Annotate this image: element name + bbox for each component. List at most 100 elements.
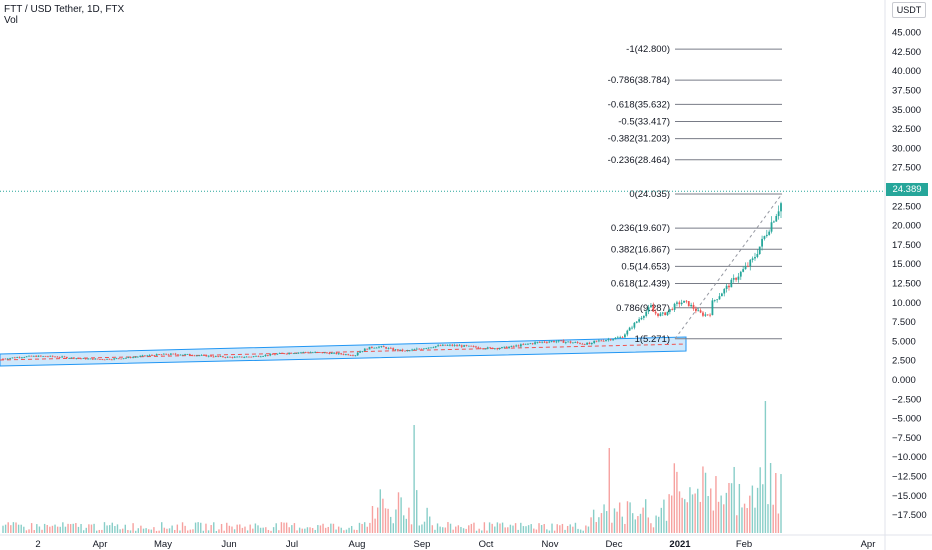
volume-bar xyxy=(634,519,636,533)
candle-body xyxy=(678,302,681,305)
candle-body xyxy=(697,310,700,312)
candle-body xyxy=(264,354,267,357)
volume-bar xyxy=(637,516,639,533)
y-tick-label: 22.500 xyxy=(892,201,921,212)
volume-bar xyxy=(340,527,342,533)
volume-bar xyxy=(595,522,597,533)
candle-body xyxy=(333,352,335,354)
volume-bar xyxy=(728,482,730,533)
volume-bar xyxy=(12,522,15,533)
volume-bar xyxy=(317,525,319,533)
volume-legend[interactable]: Vol xyxy=(4,15,18,26)
candle-body xyxy=(378,346,380,348)
volume-bar xyxy=(2,525,4,533)
volume-bar xyxy=(296,530,298,533)
symbol-title[interactable]: FTT / USD Tether, 1D, FTX xyxy=(4,4,125,15)
candle-body xyxy=(477,347,480,349)
volume-bar xyxy=(553,530,556,533)
y-tick-label: −10.000 xyxy=(892,452,927,463)
candle-body xyxy=(460,345,463,347)
volume-bar xyxy=(23,526,25,533)
volume-bar xyxy=(319,525,322,533)
y-tick-label: 2.500 xyxy=(892,356,916,367)
volume-bar xyxy=(403,515,405,533)
candle-body xyxy=(411,349,414,351)
candle-body xyxy=(569,341,572,343)
volume-bar xyxy=(631,513,634,533)
candle-body xyxy=(106,358,108,360)
candle-body xyxy=(758,246,761,255)
y-tick-label: 37.500 xyxy=(892,86,921,97)
currency-unit-badge[interactable]: USDT xyxy=(892,2,926,18)
candle-body xyxy=(226,356,229,358)
y-tick-label: 42.500 xyxy=(892,47,921,58)
volume-bar xyxy=(85,527,87,533)
volume-bar xyxy=(257,525,259,533)
candle-body xyxy=(579,342,581,344)
x-tick-label: 2021 xyxy=(669,539,691,550)
candle-body xyxy=(103,359,106,361)
volume-bar xyxy=(655,515,657,533)
candle-body xyxy=(631,327,633,329)
candle-body xyxy=(196,355,198,357)
volume-bar xyxy=(382,498,384,533)
candle-body xyxy=(108,358,111,360)
y-tick-label: −5.000 xyxy=(892,414,921,425)
volume-bar xyxy=(512,525,514,533)
volume-bar xyxy=(598,517,600,533)
volume-bar xyxy=(324,527,327,533)
volume-bar xyxy=(335,529,337,533)
volume-bar xyxy=(442,527,444,533)
volume-bar xyxy=(93,523,95,533)
candle-body xyxy=(657,313,659,316)
volume-bar xyxy=(507,527,509,533)
volume-bar xyxy=(121,528,124,533)
volume-bar xyxy=(720,495,722,533)
volume-bar xyxy=(756,487,759,533)
candle-body xyxy=(761,238,763,247)
candle-body xyxy=(259,356,262,358)
volume-bar xyxy=(249,524,251,533)
candle-body xyxy=(671,309,674,310)
candle-body xyxy=(77,358,80,360)
candle-body xyxy=(25,356,28,358)
candle-body xyxy=(605,340,607,342)
y-tick-label: 35.000 xyxy=(892,105,921,116)
volume-bar xyxy=(311,528,314,533)
candle-body xyxy=(777,211,780,217)
candle-body xyxy=(203,355,205,356)
candle-body xyxy=(475,346,477,348)
candle-body xyxy=(68,357,71,359)
volume-bar xyxy=(585,525,587,533)
volume-bar xyxy=(569,524,571,533)
volume-bar xyxy=(439,526,441,533)
x-tick-label: Aug xyxy=(349,539,366,550)
y-tick-label: −15.000 xyxy=(892,491,927,502)
candle-body xyxy=(527,343,529,345)
volume-bar xyxy=(777,513,780,533)
y-tick-label: 32.500 xyxy=(892,124,921,135)
candle-body xyxy=(645,311,648,316)
candle-body xyxy=(354,355,357,357)
volume-bar xyxy=(717,501,720,533)
fib-level-label: 0.786(9.287) xyxy=(616,303,670,314)
candle-body xyxy=(612,339,615,341)
volume-bar xyxy=(293,523,296,533)
candle-body xyxy=(87,358,90,360)
volume-bar xyxy=(494,526,496,533)
volume-bar xyxy=(137,528,140,533)
candle-body xyxy=(120,358,123,360)
y-tick-label: 30.000 xyxy=(892,143,921,154)
volume-bar xyxy=(150,529,153,533)
candle-body xyxy=(389,347,392,349)
volume-bar xyxy=(95,530,98,533)
volume-bar xyxy=(629,502,631,533)
volume-bar xyxy=(517,529,519,533)
candle-body xyxy=(503,346,506,348)
candle-body xyxy=(54,356,56,358)
candle-body xyxy=(117,358,120,360)
candle-body xyxy=(28,355,30,357)
candle-body xyxy=(572,342,574,344)
volume-bar xyxy=(158,530,160,533)
